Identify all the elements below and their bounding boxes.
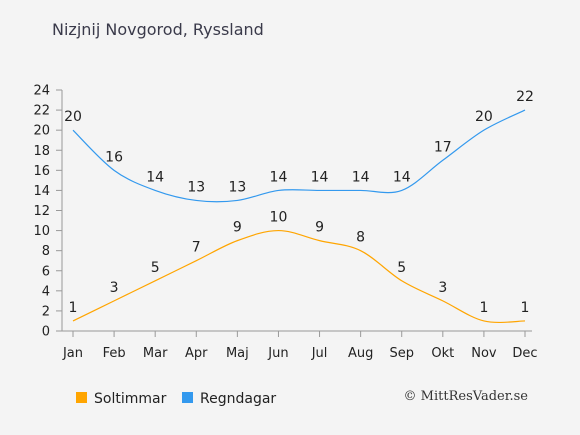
y-tick-label: 6 (42, 264, 50, 279)
x-tick-label: Feb (103, 346, 126, 361)
data-label-soltimmar: 5 (151, 260, 160, 276)
legend: Soltimmar Regndagar (76, 391, 276, 407)
data-label-soltimmar: 9 (315, 220, 324, 236)
data-label-regndagar: 14 (311, 169, 329, 185)
y-tick-label: 12 (33, 204, 50, 219)
data-label-soltimmar: 5 (397, 260, 406, 276)
data-label-soltimmar: 3 (110, 280, 119, 296)
y-tick-label: 18 (33, 144, 50, 159)
data-label-regndagar: 13 (187, 179, 205, 195)
y-tick-label: 4 (42, 284, 50, 299)
x-tick-label: Apr (185, 346, 208, 361)
data-label-soltimmar: 7 (192, 240, 201, 256)
data-label-soltimmar: 8 (356, 230, 365, 246)
data-label-regndagar: 20 (64, 109, 82, 125)
y-tick-label: 22 (33, 104, 50, 119)
chart-title: Nizjnij Novgorod, Ryssland (52, 20, 264, 39)
y-tick-label: 0 (42, 325, 50, 340)
x-tick-label: Mar (143, 346, 168, 361)
x-tick-label: Nov (471, 346, 497, 361)
data-label-regndagar: 13 (228, 179, 246, 195)
x-tick-label: Jul (311, 346, 328, 361)
legend-swatch-regndagar (182, 392, 193, 403)
data-label-soltimmar: 3 (438, 280, 447, 296)
data-label-regndagar: 16 (105, 149, 123, 165)
data-label-regndagar: 14 (270, 169, 288, 185)
legend-swatch-soltimmar (76, 392, 87, 403)
x-tick-label: Aug (348, 346, 373, 361)
data-label-soltimmar: 10 (270, 210, 288, 226)
x-tick-label: Maj (226, 346, 249, 361)
data-label-regndagar: 17 (434, 139, 452, 155)
data-label-regndagar: 14 (146, 169, 164, 185)
x-tick-label: Sep (389, 346, 414, 361)
x-tick-label: Okt (431, 346, 454, 361)
data-label-regndagar: 14 (352, 169, 370, 185)
x-tick-label: Jan (62, 346, 83, 361)
data-label-soltimmar: 1 (479, 300, 488, 316)
series-lines (72, 109, 526, 324)
legend-label-soltimmar: Soltimmar (94, 391, 167, 407)
data-label-regndagar: 20 (475, 109, 493, 125)
x-tick-label: Dec (512, 346, 537, 361)
y-tick-label: 8 (42, 244, 50, 259)
series-line-regndagar (72, 109, 526, 203)
data-label-soltimmar: 1 (69, 300, 78, 316)
data-label-regndagar: 22 (516, 89, 534, 105)
y-tick-label: 2 (42, 304, 50, 319)
series-line-soltimmar (72, 229, 526, 324)
y-tick-label: 20 (33, 124, 50, 139)
y-tick-label: 10 (33, 224, 50, 239)
data-label-soltimmar: 9 (233, 220, 242, 236)
data-label-soltimmar: 1 (521, 300, 530, 316)
y-tick-label: 24 (33, 84, 50, 99)
copyright-text: © MittResVader.se (403, 389, 528, 404)
x-tick-label: Jun (267, 346, 288, 361)
data-label-regndagar: 14 (393, 169, 411, 185)
legend-label-regndagar: Regndagar (200, 391, 276, 407)
y-tick-label: 14 (33, 184, 50, 199)
y-tick-label: 16 (33, 164, 50, 179)
